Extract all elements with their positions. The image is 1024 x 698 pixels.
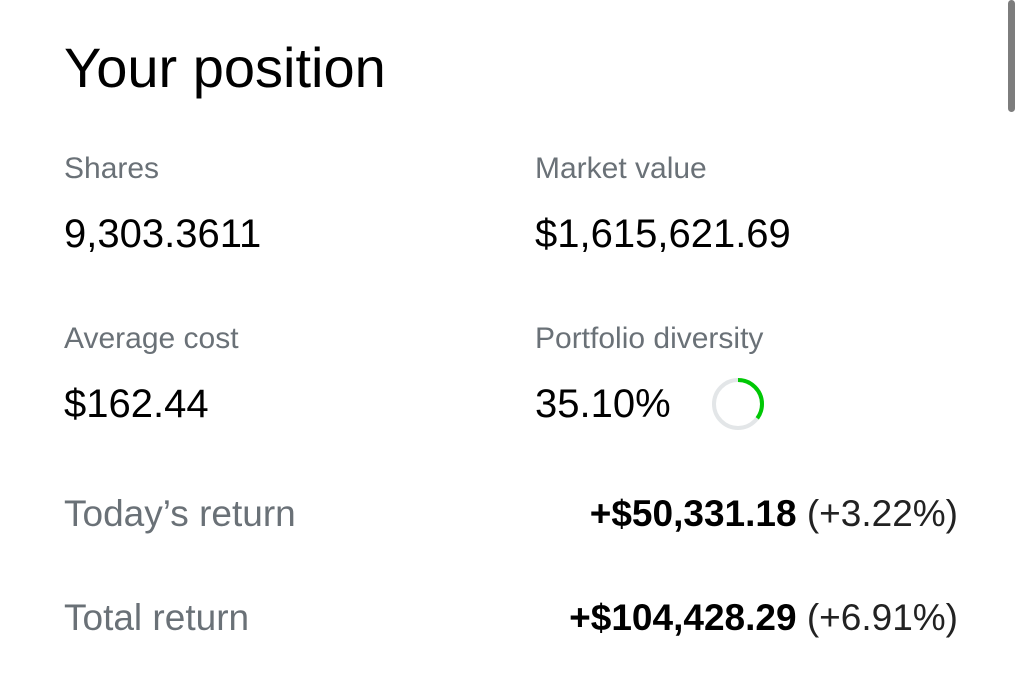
stat-value: 9,303.3611 <box>64 212 262 256</box>
return-percent: (+6.91%) <box>806 597 958 638</box>
return-label: Today’s return <box>64 493 296 534</box>
title: Your position <box>64 36 386 99</box>
stat-value: $1,615,621.69 <box>535 212 791 256</box>
return-percent: (+3.22%) <box>806 493 958 534</box>
stat-label: Portfolio diversity <box>535 322 764 355</box>
return-label: Total return <box>64 597 250 638</box>
return-amount: +$104,428.29 <box>569 597 797 638</box>
scrollbar[interactable] <box>1008 0 1015 112</box>
stat-label: Shares <box>64 152 160 185</box>
diversity-ring <box>712 378 764 430</box>
stat-value: $162.44 <box>64 382 209 426</box>
return-value: +$50,331.18 (+3.22%) <box>590 492 958 536</box>
stat-value: 35.10% <box>535 382 671 426</box>
return-value: +$104,428.29 (+6.91%) <box>569 596 958 640</box>
stat-label: Market value <box>535 152 707 185</box>
return-amount: +$50,331.18 <box>589 493 797 534</box>
ring-arc <box>712 378 764 430</box>
stat-label: Average cost <box>64 322 239 355</box>
